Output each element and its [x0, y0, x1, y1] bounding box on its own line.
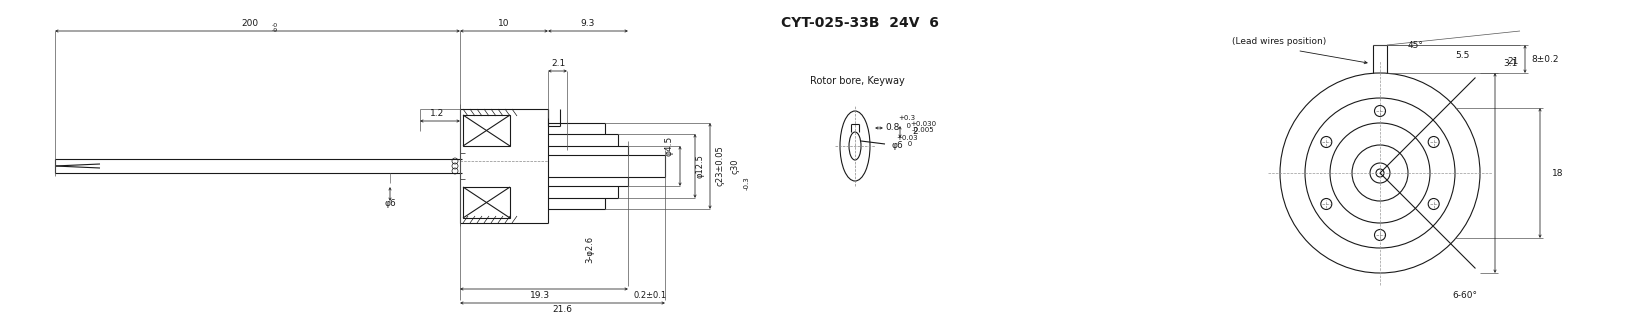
Text: 0.2±0.1: 0.2±0.1: [634, 292, 667, 301]
Text: CYT-025-33B  24V  6: CYT-025-33B 24V 6: [781, 16, 939, 30]
Text: 200: 200: [242, 19, 259, 27]
Text: 19.3: 19.3: [530, 292, 550, 301]
Text: +0.030
-0.005: +0.030 -0.005: [909, 120, 935, 133]
Text: 3.1: 3.1: [1502, 59, 1517, 68]
Text: 18: 18: [1551, 168, 1563, 177]
Text: 21.6: 21.6: [552, 306, 572, 314]
Text: 5.5: 5.5: [1454, 51, 1469, 60]
Text: 10: 10: [499, 19, 511, 27]
Text: 8±0.2: 8±0.2: [1532, 55, 1558, 64]
Text: (Lead wires position): (Lead wires position): [1232, 36, 1326, 45]
Text: -0.3: -0.3: [744, 176, 749, 190]
Text: 2: 2: [912, 127, 917, 136]
Text: 3-φ2.6: 3-φ2.6: [585, 235, 595, 262]
Text: +0.3
  0: +0.3 0: [898, 116, 916, 128]
Text: 6-60°: 6-60°: [1453, 291, 1477, 300]
Bar: [463, 187, 511, 218]
Text: +0.03
   0: +0.03 0: [896, 134, 917, 148]
Text: φ6: φ6: [891, 141, 903, 151]
Text: ς30: ς30: [731, 158, 740, 174]
Text: φ12.5: φ12.5: [695, 154, 705, 178]
Text: -0
-9: -0 -9: [272, 23, 278, 33]
Text: Rotor bore, Keyway: Rotor bore, Keyway: [810, 76, 904, 86]
Text: 45°: 45°: [1407, 40, 1423, 50]
Text: 0.8: 0.8: [886, 123, 901, 132]
Text: 1.2: 1.2: [430, 110, 445, 118]
Text: 21: 21: [1507, 57, 1519, 66]
Bar: [463, 115, 511, 146]
Text: φ4.5: φ4.5: [665, 136, 674, 156]
Text: 2.1: 2.1: [550, 60, 565, 69]
Text: 9.3: 9.3: [581, 19, 595, 27]
Text: φ6: φ6: [384, 200, 395, 209]
Text: ς23±0.05: ς23±0.05: [715, 146, 725, 186]
